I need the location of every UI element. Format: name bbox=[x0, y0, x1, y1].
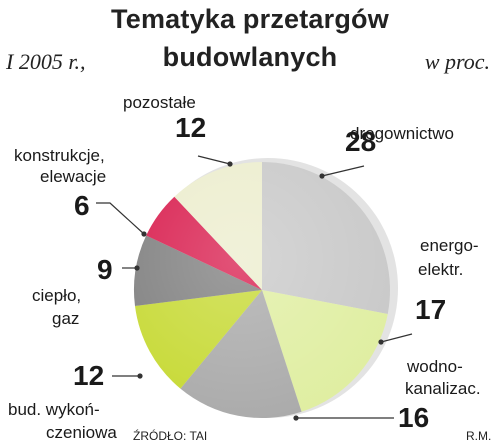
slice-label-drogownictwo: drogownictwo bbox=[350, 124, 454, 143]
slice-label-pozostale: pozostałe bbox=[123, 93, 196, 112]
slice-label-cieplo-line1: ciepło, bbox=[32, 286, 82, 305]
slice-value-wodno: 16 bbox=[398, 402, 430, 433]
leader-dot-energo bbox=[378, 339, 384, 345]
slice-value-energo: 17 bbox=[415, 294, 447, 325]
slice-label-budwyk-line1: bud. wykoń- bbox=[8, 400, 100, 419]
slice-label-konstrukcje-line2: elewacje bbox=[40, 167, 107, 186]
slice-value-pozostale: 12 bbox=[175, 112, 207, 143]
chart-title-line2: budowlanych bbox=[162, 42, 338, 72]
slice-value-konstrukcje: 6 bbox=[74, 190, 90, 221]
leader-dot-drogownictwo bbox=[319, 173, 325, 179]
leader-line-energo bbox=[380, 333, 413, 343]
unit-label: w proc. bbox=[424, 49, 490, 74]
leader-dot-cieplo bbox=[134, 265, 140, 271]
leader-dot-budwyk bbox=[137, 373, 143, 379]
slice-value-budwyk: 12 bbox=[73, 360, 105, 391]
chart-title-line1: Tematyka przetargów bbox=[111, 4, 389, 34]
slice-label-budwyk-line2: czeniowa bbox=[46, 423, 117, 442]
period-label: I 2005 r., bbox=[6, 49, 86, 74]
slice-label-konstrukcje-line1: konstrukcje, bbox=[14, 146, 105, 165]
leader-dot-pozostale bbox=[227, 161, 233, 167]
slice-value-drogownictwo: 28 bbox=[345, 126, 377, 157]
slice-value-cieplo: 9 bbox=[97, 254, 113, 285]
author-note: R.M. bbox=[466, 429, 492, 443]
leader-line-drogownictwo bbox=[321, 165, 365, 177]
leader-line-konstrukcje bbox=[96, 202, 145, 235]
pie-gloss bbox=[134, 162, 390, 418]
leader-line-pozostale bbox=[197, 155, 231, 165]
leader-dot-wodno bbox=[293, 415, 299, 421]
leader-dot-konstrukcje bbox=[141, 231, 147, 237]
slice-label-energo-line1: energo- bbox=[420, 236, 479, 255]
slice-label-wodno-line2: kanalizac. bbox=[405, 379, 481, 398]
slice-label-cieplo-line2: gaz bbox=[52, 309, 80, 328]
slice-label-wodno-line1: wodno- bbox=[407, 357, 463, 376]
source-note: ŹRÓDŁO: TAI bbox=[133, 429, 208, 443]
slice-label-energo-line2: elektr. bbox=[418, 260, 464, 279]
